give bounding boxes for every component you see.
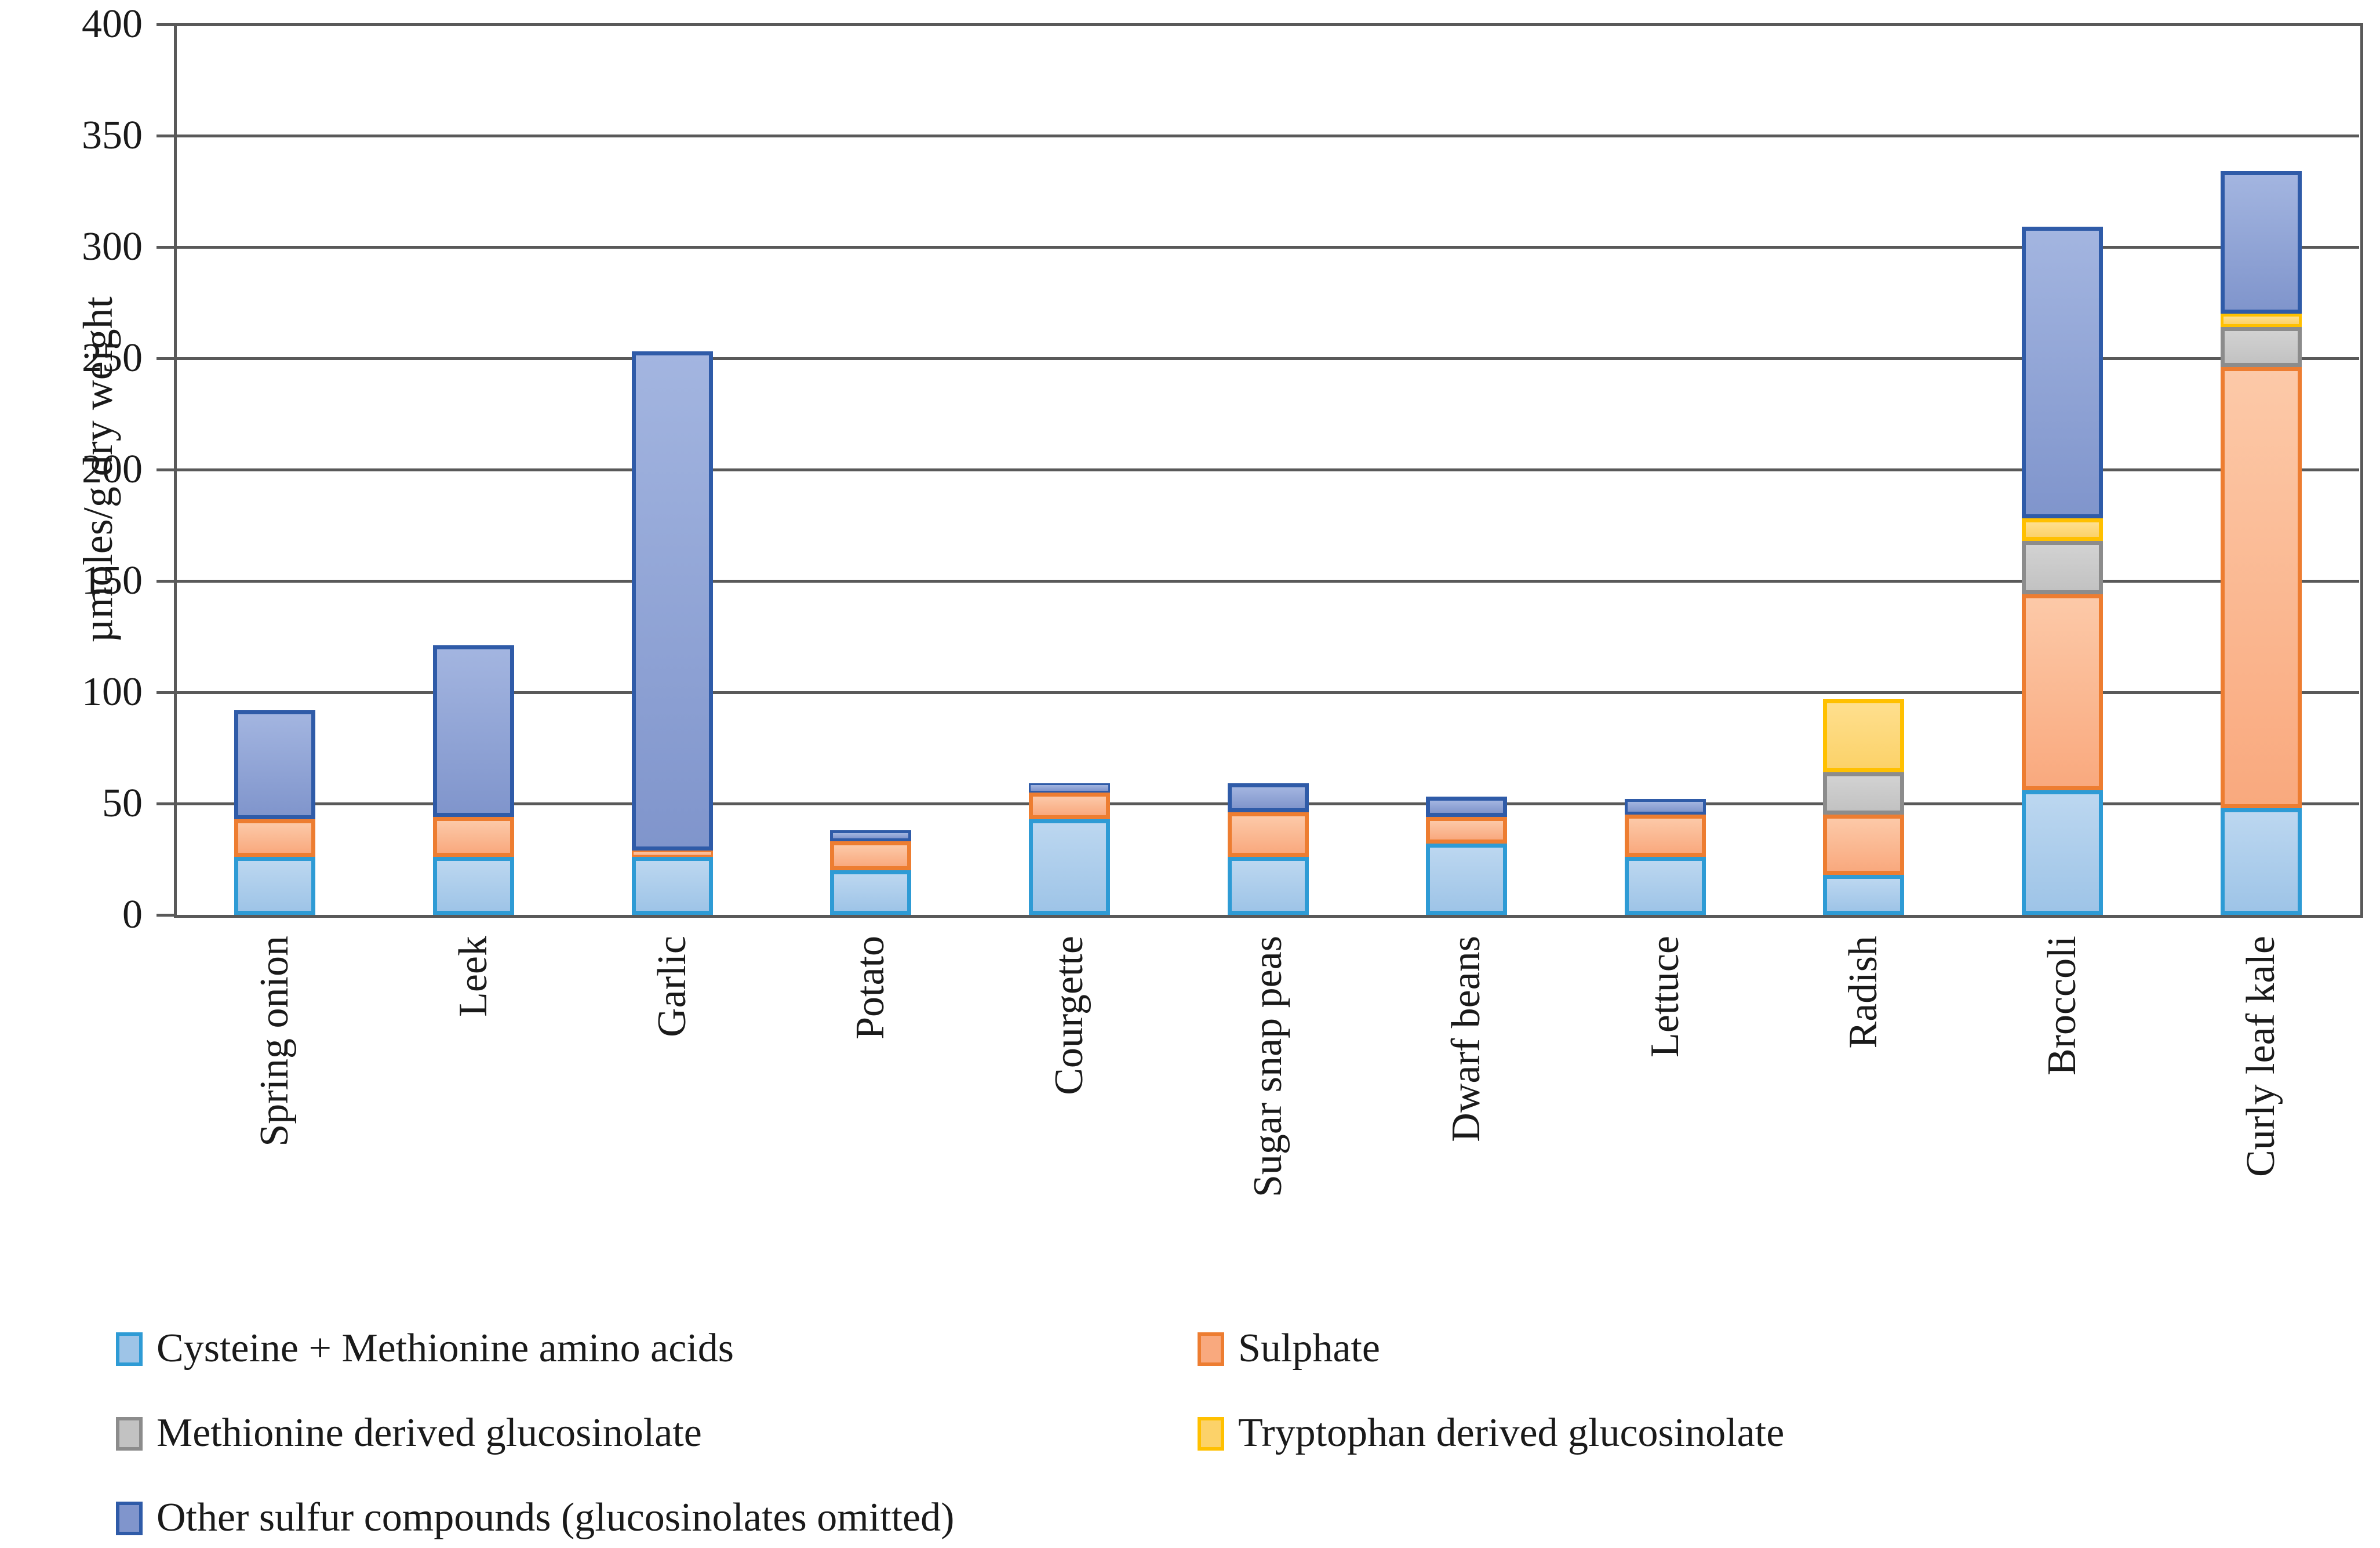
legend-item-2: Methionine derived glucosinolate xyxy=(116,1408,702,1459)
y-tick-label-350: 350 xyxy=(82,113,143,158)
y-tick-mark-100 xyxy=(157,691,176,694)
legend-swatch-1 xyxy=(1198,1332,1224,1366)
legend-swatch-4 xyxy=(116,1502,143,1535)
bar-segment-cysteine xyxy=(1624,857,1706,915)
bar-segment-cysteine xyxy=(631,857,713,915)
legend-item-4: Other sulfur compounds (glucosinolates o… xyxy=(116,1492,954,1543)
x-category-label: Spring onion xyxy=(252,936,297,1147)
gridline-100 xyxy=(177,691,2359,694)
bar-segment-sulphate xyxy=(1823,815,1905,875)
bar-segment-sulphate xyxy=(1028,792,1110,819)
bar-segment-other xyxy=(631,351,713,851)
legend-label: Methionine derived glucosinolate xyxy=(157,1411,702,1455)
bar-segment-tryptophan xyxy=(1823,699,1905,773)
bar-segment-cysteine xyxy=(432,857,514,915)
x-category-label: Potato xyxy=(848,936,893,1040)
x-category-label: Courgette xyxy=(1046,936,1091,1095)
legend-swatch-3 xyxy=(1198,1417,1224,1451)
x-category-label: Lettuce xyxy=(1642,936,1687,1058)
bar-segment-tryptophan xyxy=(2022,518,2104,541)
bar-segment-sulphate xyxy=(1227,812,1309,857)
bar-segment-sulphate xyxy=(2022,594,2104,790)
bar-segment-cysteine xyxy=(830,870,912,915)
x-category-label: Curly leaf kale xyxy=(2238,936,2283,1177)
bar-segment-cysteine xyxy=(2220,808,2302,915)
bar-segment-other xyxy=(1028,783,1110,793)
bar-segment-tryptophan xyxy=(2220,314,2302,328)
y-tick-mark-0 xyxy=(157,914,176,917)
bar-segment-other xyxy=(830,830,912,842)
bar-segment-sulphate xyxy=(1426,817,1508,844)
y-tick-mark-400 xyxy=(157,23,176,26)
y-tick-label-50: 50 xyxy=(102,781,143,826)
bar-segment-cysteine xyxy=(2022,790,2104,915)
legend-swatch-0 xyxy=(116,1332,143,1366)
bar-segment-sulphate xyxy=(830,841,912,871)
legend-item-0: Cysteine + Methionine amino acids xyxy=(116,1323,734,1374)
bar-segment-other xyxy=(1426,797,1508,817)
legend-item-3: Tryptophan derived glucosinolate xyxy=(1198,1408,1784,1459)
x-category-label: Leek xyxy=(450,936,496,1017)
gridline-350 xyxy=(177,135,2359,137)
bar-segment-cysteine xyxy=(1823,874,1905,915)
bar-segment-cysteine xyxy=(1426,844,1508,915)
y-tick-mark-200 xyxy=(157,468,176,471)
y-tick-mark-300 xyxy=(157,246,176,249)
gridline-150 xyxy=(177,580,2359,583)
bar-segment-other xyxy=(2220,171,2302,314)
y-tick-label-200: 200 xyxy=(82,447,143,492)
gridline-300 xyxy=(177,246,2359,249)
legend-item-1: Sulphate xyxy=(1198,1323,1380,1374)
legend-label: Cysteine + Methionine amino acids xyxy=(157,1326,734,1371)
bar-segment-methionine xyxy=(1823,772,1905,815)
x-category-label: Garlic xyxy=(649,936,694,1037)
y-tick-label-100: 100 xyxy=(82,670,143,714)
bar-segment-sulphate xyxy=(2220,367,2302,808)
x-category-label: Dwarf beans xyxy=(1444,936,1489,1142)
bar-segment-cysteine xyxy=(234,857,316,915)
y-tick-label-0: 0 xyxy=(122,892,143,937)
bar-segment-other xyxy=(2022,227,2104,519)
legend-label: Other sulfur compounds (glucosinolates o… xyxy=(157,1495,955,1540)
y-tick-label-250: 250 xyxy=(82,336,143,380)
x-category-label: Sugar snap peas xyxy=(1245,936,1290,1198)
bar-segment-other xyxy=(234,710,316,819)
y-tick-label-400: 400 xyxy=(82,2,143,46)
gridline-200 xyxy=(177,468,2359,471)
bar-segment-cysteine xyxy=(1227,857,1309,915)
bar-segment-other xyxy=(432,645,514,817)
bar-segment-cysteine xyxy=(1028,819,1110,915)
bar-segment-methionine xyxy=(2022,540,2104,595)
y-tick-mark-150 xyxy=(157,580,176,583)
bar-segment-sulphate xyxy=(234,819,316,857)
bar-segment-sulphate xyxy=(631,850,713,857)
bar-segment-sulphate xyxy=(432,817,514,857)
y-tick-mark-50 xyxy=(157,802,176,805)
bar-segment-sulphate xyxy=(1624,815,1706,857)
legend-swatch-2 xyxy=(116,1417,143,1451)
x-category-label: Radish xyxy=(1841,936,1886,1049)
bar-segment-other xyxy=(1227,783,1309,813)
bar-segment-methionine xyxy=(2220,327,2302,368)
legend-label: Tryptophan derived glucosinolate xyxy=(1238,1411,1785,1455)
y-tick-mark-250 xyxy=(157,357,176,360)
y-tick-label-150: 150 xyxy=(82,558,143,603)
y-tick-mark-350 xyxy=(157,135,176,137)
legend-label: Sulphate xyxy=(1238,1326,1380,1371)
y-tick-label-300: 300 xyxy=(82,224,143,269)
gridline-250 xyxy=(177,357,2359,360)
x-category-label: Broccoli xyxy=(2040,936,2085,1076)
bar-segment-other xyxy=(1624,799,1706,815)
